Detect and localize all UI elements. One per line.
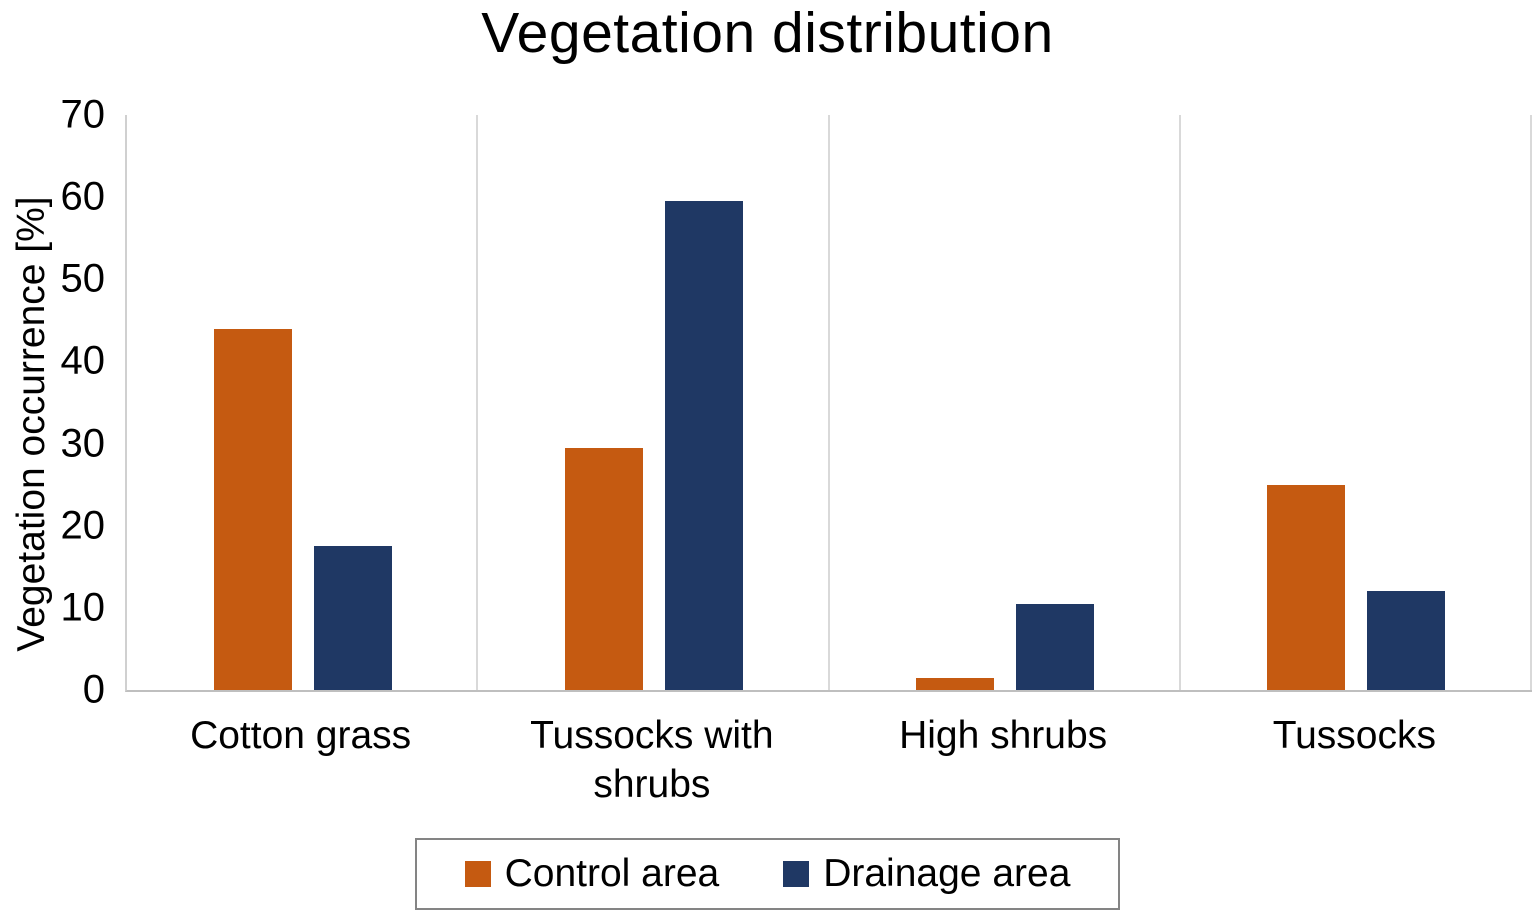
y-axis-tick-label: 60 (60, 174, 106, 219)
y-axis-tick-label: 40 (60, 338, 106, 383)
legend-label: Control area (504, 852, 720, 895)
bar-control-area (916, 677, 995, 690)
chart-title: Vegetation distribution (481, 1, 1054, 65)
gridline-vertical (1178, 115, 1181, 690)
legend: Control area Drainage area (414, 838, 1121, 910)
category-group (830, 115, 1181, 690)
y-axis-tick-label: 30 (60, 421, 106, 466)
x-axis-label: Tussocks (1272, 714, 1436, 757)
gridline-vertical (1530, 115, 1532, 690)
bar-drainage-area (313, 546, 392, 690)
bar-control-area (213, 328, 292, 690)
legend-swatch (464, 861, 491, 887)
bar-drainage-area (1016, 603, 1095, 690)
legend-item-control-area: Control area (464, 852, 720, 896)
y-axis-tick-label: 50 (60, 256, 106, 301)
bar-drainage-area (1367, 591, 1446, 690)
bar-control-area (564, 447, 643, 690)
y-axis-tick-label: 10 (60, 585, 106, 630)
x-axis-label: High shrubs (899, 714, 1108, 757)
bar-control-area (1267, 484, 1346, 690)
legend-label: Drainage area (823, 852, 1071, 895)
legend-swatch (783, 861, 810, 887)
category-group (1181, 115, 1532, 690)
category-group (478, 115, 829, 690)
gridline-vertical (827, 115, 830, 690)
y-axis-tick-label: 70 (60, 92, 106, 137)
bar-drainage-area (664, 201, 743, 690)
plot-area (125, 115, 1532, 692)
legend-item-drainage-area: Drainage area (783, 852, 1070, 896)
gridline-vertical (476, 115, 479, 690)
y-axis-tick-label: 20 (60, 503, 106, 548)
x-axis-label: Tussocks with shrubs (530, 714, 774, 806)
y-axis-tick-label: 0 (82, 667, 105, 712)
legend-row: Control area Drainage area (0, 838, 1535, 910)
category-group (127, 115, 478, 690)
x-axis-label: Cotton grass (190, 714, 412, 757)
